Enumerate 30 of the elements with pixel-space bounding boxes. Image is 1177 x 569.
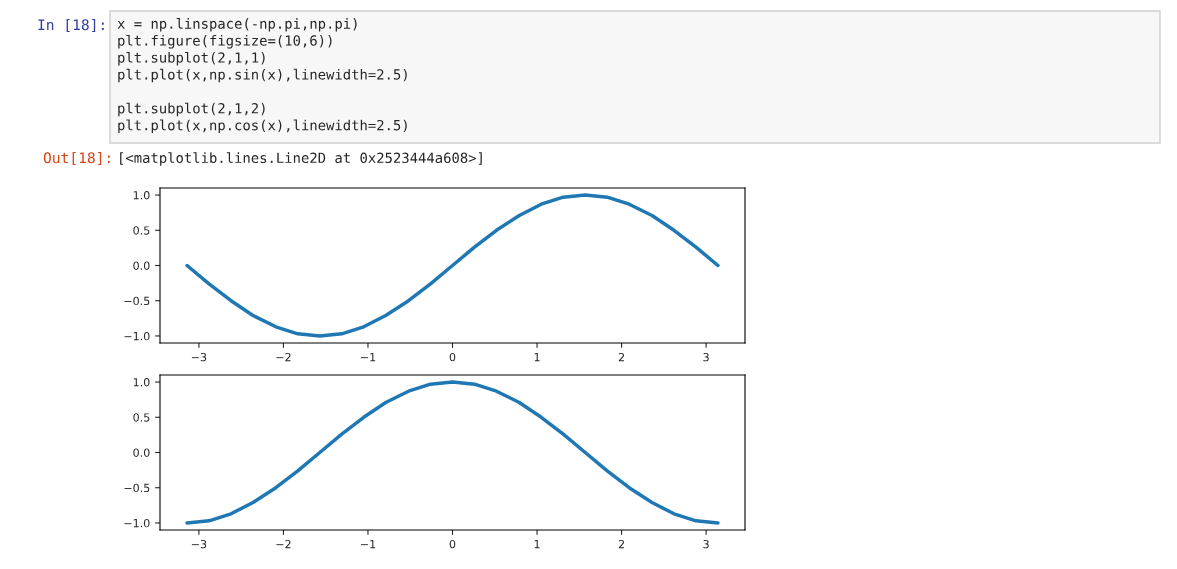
x-tick-label: −1	[360, 353, 376, 362]
x-tick-label: 3	[703, 352, 709, 362]
y-tick-label: 1.0	[133, 191, 150, 200]
text: x = np.linspace(-np.pi,np.pi) plt.figure(figsize=(10,6)) plt.subplot(2,1,1) plt.plot(x,np.sin(x),linewidth=2.5) plt.subplot(2,1,2) plt.plot(x,np.cos(x),linewidth=2.5)	[117, 18, 407, 134]
x-tick-label: 1	[534, 353, 540, 362]
y-tick-label: −1.0	[124, 518, 150, 528]
line-series	[185, 193, 720, 338]
x-tick-label: −2	[276, 539, 291, 549]
text: Out[18]:	[43, 151, 110, 165]
text: [<matplotlib.lines.Line2D at 0x2523444a608>]	[120, 152, 482, 166]
y-tick-label: 1.0	[133, 378, 150, 387]
line-series	[185, 380, 720, 525]
x-tick-label: −3	[191, 352, 207, 362]
y-tick-label: −0.5	[124, 296, 150, 306]
x-tick-label: −3	[191, 539, 207, 549]
x-tick-label: 2	[618, 352, 624, 362]
text: In [18]:	[38, 18, 104, 32]
y-tick-label: 0.0	[133, 448, 150, 457]
x-tick-label: 3	[703, 539, 709, 549]
y-tick-label: 0.0	[133, 261, 150, 270]
y-tick-label: −1.0	[124, 331, 150, 341]
x-tick-label: 2	[618, 539, 624, 549]
x-tick-label: 0	[449, 539, 456, 549]
x-tick-label: 1	[534, 540, 540, 549]
y-tick-label: 0.5	[133, 413, 150, 422]
x-tick-label: −2	[276, 352, 291, 362]
x-tick-label: −1	[360, 540, 376, 549]
y-tick-label: 0.5	[133, 226, 150, 235]
x-tick-label: 0	[449, 352, 456, 362]
y-tick-label: −0.5	[124, 483, 150, 493]
